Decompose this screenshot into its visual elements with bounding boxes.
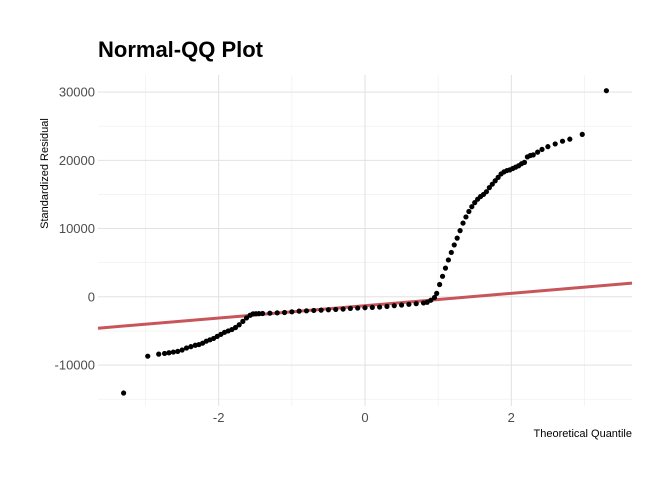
data-point (340, 306, 346, 312)
data-point (311, 307, 317, 314)
data-point (281, 309, 288, 316)
x-tick-label: 0 (361, 410, 368, 425)
data-point (384, 303, 390, 309)
data-point (428, 297, 434, 303)
data-point (347, 305, 353, 312)
data-point (431, 294, 438, 301)
data-point (442, 265, 449, 271)
data-point (448, 249, 454, 256)
data-point (539, 146, 545, 152)
data-point (325, 307, 332, 313)
data-point (156, 351, 162, 357)
data-point (240, 318, 246, 324)
data-point (398, 302, 405, 308)
data-point (296, 308, 302, 314)
data-point (256, 311, 262, 317)
data-point (495, 174, 501, 180)
y-tick-label: 20000 (59, 153, 95, 168)
data-point (362, 305, 368, 311)
data-point (175, 348, 181, 355)
data-point (603, 88, 609, 94)
data-point (486, 185, 492, 191)
data-point (521, 159, 528, 165)
data-point (451, 242, 457, 248)
y-tick-label: 10000 (59, 221, 95, 236)
data-point (145, 353, 151, 359)
data-point (170, 349, 176, 355)
data-point (466, 208, 472, 215)
data-point (274, 310, 280, 316)
data-point (454, 235, 460, 241)
data-point (437, 281, 443, 288)
data-point (179, 347, 185, 353)
data-point (472, 200, 478, 206)
data-point (355, 305, 361, 311)
data-point (483, 189, 490, 195)
data-point (377, 304, 383, 310)
data-point (236, 322, 242, 328)
data-point (121, 390, 127, 396)
data-point (303, 308, 310, 314)
data-point (535, 149, 541, 155)
data-point (166, 350, 172, 356)
data-point (530, 152, 536, 158)
data-point (267, 310, 273, 316)
y-tick-label: 30000 (59, 85, 95, 100)
data-point (318, 307, 324, 313)
data-point (289, 309, 295, 315)
data-point (369, 304, 375, 310)
data-point (552, 141, 558, 147)
data-point (439, 273, 446, 279)
data-point (183, 345, 190, 351)
chart-title: Normal-QQ Plot (98, 37, 264, 62)
data-point (492, 178, 498, 184)
y-tick-label: 0 (88, 289, 95, 304)
data-point (434, 290, 440, 296)
data-point (406, 301, 412, 307)
data-point (413, 301, 419, 307)
data-point (259, 310, 266, 317)
x-tick-label: -2 (213, 410, 225, 425)
data-point (391, 303, 397, 309)
y-axis-title: Standardized Residual (39, 118, 51, 229)
data-point (545, 144, 551, 150)
data-point (457, 228, 463, 234)
grid (98, 75, 632, 406)
x-axis-title: Theoretical Quantile (534, 428, 632, 440)
tick-labels: -2 0 2 -10000 0 10000 20000 30000 (55, 85, 515, 425)
data-point (333, 306, 339, 313)
data-point (188, 344, 194, 350)
data-point (460, 220, 466, 226)
y-tick-label: -10000 (55, 358, 95, 373)
data-point (232, 324, 239, 331)
data-point (567, 136, 573, 142)
data-point (559, 138, 566, 144)
data-point (161, 350, 168, 357)
data-point (579, 131, 585, 137)
x-tick-label: 2 (508, 410, 515, 425)
data-point (243, 315, 250, 321)
data-point (489, 181, 495, 187)
points (121, 88, 609, 396)
data-point (469, 204, 475, 210)
data-point (445, 257, 451, 263)
data-point (463, 214, 469, 220)
